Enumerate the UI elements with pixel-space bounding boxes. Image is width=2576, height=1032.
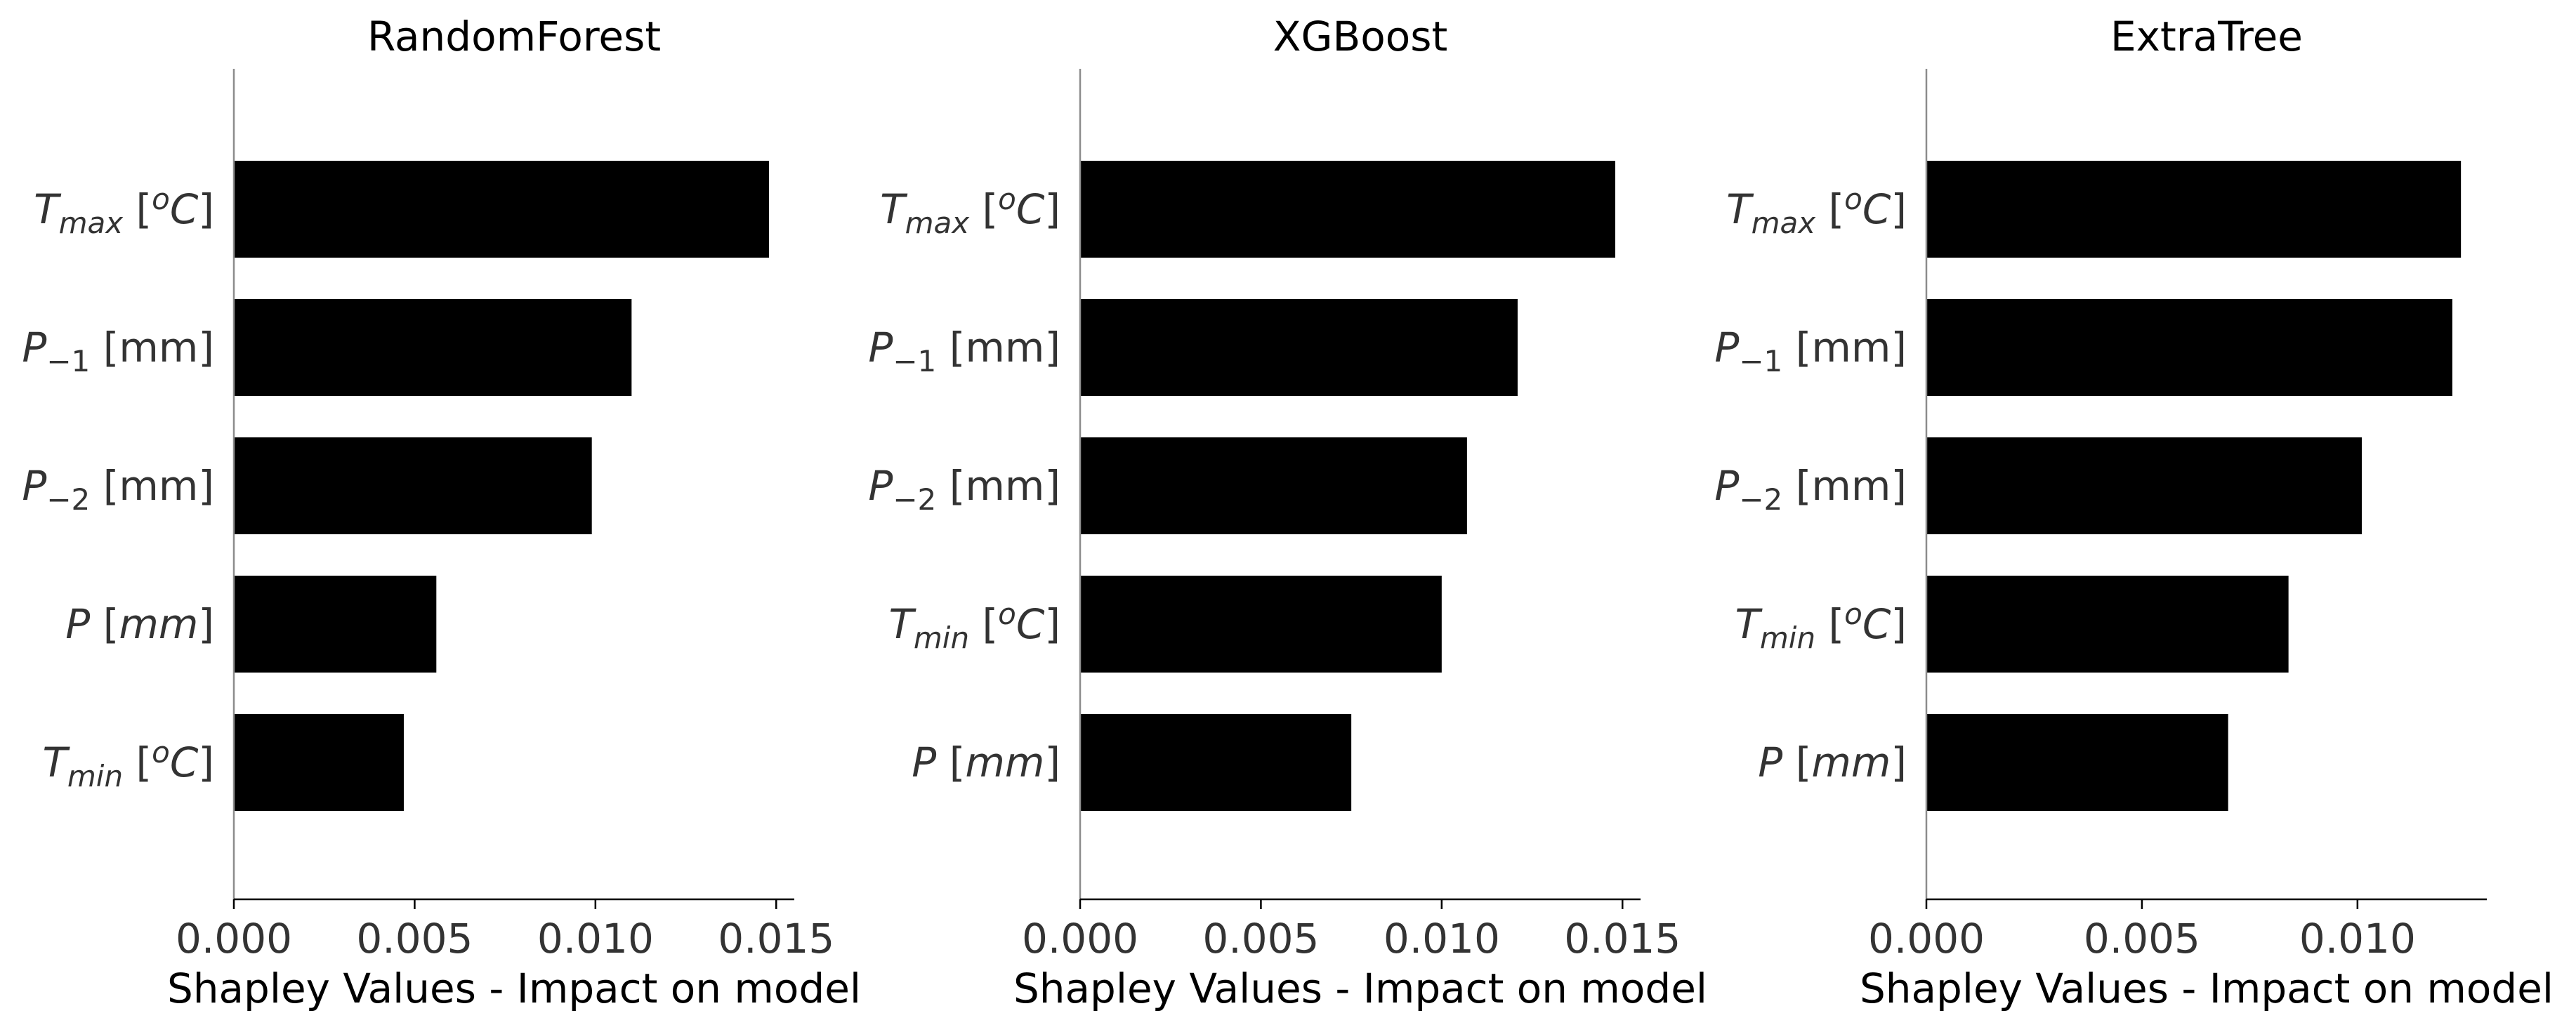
x-tick-label: 0.010 (2299, 915, 2416, 962)
y-tick-label: Tmax [oC] (34, 182, 214, 240)
y-tick-label: P [mm] (1758, 739, 1907, 786)
bar-1 (234, 161, 769, 258)
chart-panel-1: RandomForest Tmax [oC] P−1 [mm] P−2 [mm] P [… (22, 13, 861, 1012)
x-tick-label: 0.015 (718, 915, 834, 962)
x-tick-label: 0.010 (1384, 915, 1500, 962)
y-tick-label: P−2 [mm] (1714, 462, 1907, 517)
y-tick-label: Tmax [oC] (1726, 182, 1907, 240)
bar-4 (234, 576, 437, 673)
y-tick-label: P [mm] (65, 600, 214, 648)
bar-3 (234, 437, 592, 534)
y-tick-label: P−2 [mm] (22, 462, 214, 517)
x-tick-label: 0.000 (176, 915, 292, 962)
y-tick-label: P−1 [mm] (1714, 324, 1907, 378)
y-tick-label: Tmin [oC] (42, 735, 214, 793)
x-tick-label: 0.000 (1868, 915, 1985, 962)
bar-2 (1080, 299, 1518, 396)
x-tick-label: 0.010 (537, 915, 654, 962)
bar-1 (1926, 161, 2462, 258)
bar-3 (1080, 437, 1467, 534)
y-tick-label: P−2 [mm] (868, 462, 1060, 517)
bar-5 (1926, 714, 2228, 811)
bar-4 (1926, 576, 2289, 673)
y-tick-label: P−1 [mm] (868, 324, 1060, 378)
x-tick-label: 0.000 (1022, 915, 1138, 962)
bar-1 (1080, 161, 1615, 258)
chart-title: ExtraTree (2110, 13, 2303, 60)
x-axis-label: Shapley Values - Impact on model (167, 965, 861, 1012)
y-tick-label: P−1 [mm] (22, 324, 214, 378)
x-axis-label: Shapley Values - Impact on model (1860, 965, 2554, 1012)
x-tick-label: 0.015 (1564, 915, 1681, 962)
bar-2 (234, 299, 632, 396)
bar-2 (1926, 299, 2452, 396)
y-tick-label: Tmin [oC] (888, 597, 1060, 655)
chart-title: XGBoost (1273, 13, 1447, 60)
x-axis-label: Shapley Values - Impact on model (1013, 965, 1707, 1012)
y-tick-label: Tmax [oC] (880, 182, 1060, 240)
bar-4 (1080, 576, 1442, 673)
bar-5 (234, 714, 404, 811)
y-tick-label: Tmin [oC] (1735, 597, 1907, 655)
x-tick-label: 0.005 (2084, 915, 2200, 962)
x-tick-label: 0.005 (1202, 915, 1319, 962)
chart-panel-2: XGBoost Tmax [oC] P−1 [mm] P−2 [mm] Tmin [oC… (868, 13, 1707, 1012)
bar-3 (1926, 437, 2362, 534)
x-tick-label: 0.005 (356, 915, 473, 962)
bar-5 (1080, 714, 1352, 811)
chart-title: RandomForest (367, 13, 661, 60)
y-tick-label: P [mm] (912, 739, 1060, 786)
chart-panel-3: ExtraTree Tmax [oC] P−1 [mm] P−2 [mm] Tmin [… (1714, 13, 2554, 1012)
